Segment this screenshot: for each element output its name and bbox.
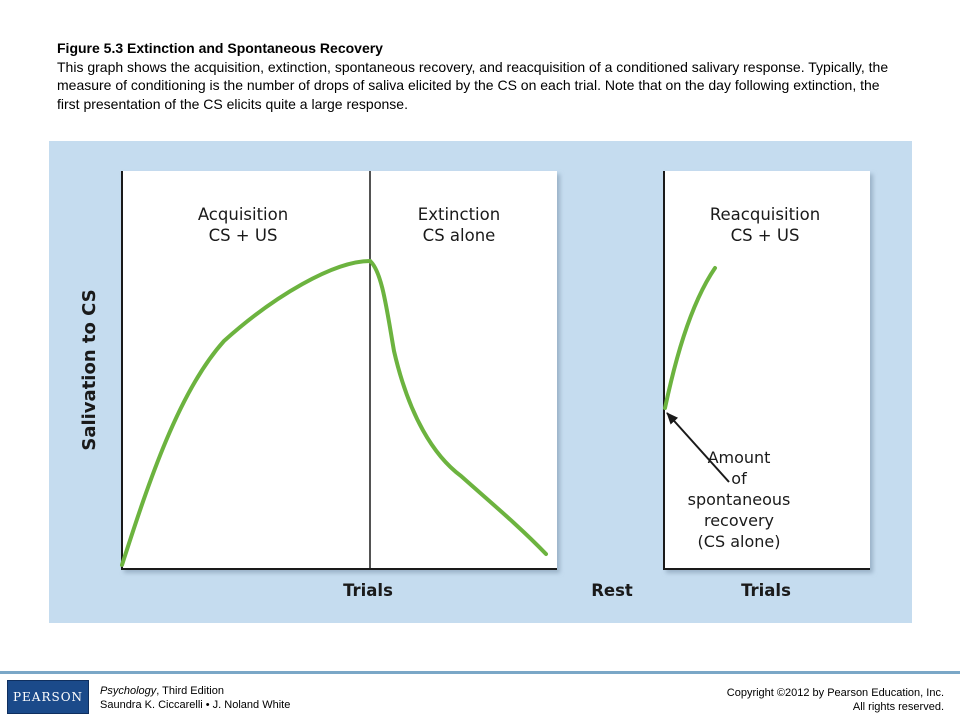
figure-description: This graph shows the acquisition, extinc…: [57, 58, 889, 112]
reacquisition-curve: [663, 266, 717, 410]
annotation-line-1: Amount: [708, 448, 771, 467]
reacquisition-heading: Reacquisition: [710, 205, 820, 224]
annotation-line-5: (CS alone): [698, 532, 781, 551]
conditioning-diagram: Salivation to CS Acquisition CS + US Ext…: [49, 141, 912, 623]
diagram-svg: Salivation to CS Acquisition CS + US Ext…: [49, 141, 912, 623]
acquisition-heading: Acquisition: [198, 205, 288, 224]
extinction-heading: Extinction: [418, 205, 500, 224]
book-title: Psychology: [100, 685, 157, 697]
annotation-line-4: recovery: [704, 511, 774, 530]
book-credit: Psychology, Third Edition Saundra K. Cic…: [100, 684, 290, 712]
book-title-row: Psychology, Third Edition: [100, 684, 290, 698]
spontaneous-recovery-arrow: [666, 412, 730, 483]
main-graph-panel: [121, 171, 557, 570]
acquisition-curve: [120, 259, 372, 567]
annotation-line-3: spontaneous: [688, 490, 791, 509]
x-label-rest: Rest: [591, 581, 633, 600]
figure-caption: Figure 5.3 Extinction and Spontaneous Re…: [57, 39, 902, 113]
extinction-curve: [368, 259, 548, 556]
x-label-trials-left: Trials: [343, 581, 393, 600]
reacquisition-panel: [663, 171, 870, 570]
copyright-line-2: All rights reserved.: [852, 701, 944, 713]
acquisition-subheading: CS + US: [209, 226, 278, 245]
reacquisition-subheading: CS + US: [731, 226, 800, 245]
extinction-subheading: CS alone: [423, 226, 496, 245]
figure-title: Figure 5.3 Extinction and Spontaneous Re…: [57, 40, 383, 56]
footer-divider: [0, 671, 960, 674]
x-label-trials-right: Trials: [741, 581, 791, 600]
book-edition: , Third Edition: [156, 685, 224, 697]
annotation-line-2: of: [731, 469, 747, 488]
logo-text: PEARSON: [12, 690, 84, 704]
book-authors: Saundra K. Ciccarelli • J. Noland White: [100, 699, 291, 711]
publisher-logo: PEARSON: [7, 680, 89, 714]
copyright-notice: Copyright ©2012 by Pearson Education, In…: [727, 686, 944, 714]
copyright-line-1: Copyright ©2012 by Pearson Education, In…: [726, 687, 944, 699]
y-axis-label: Salivation to CS: [79, 289, 100, 450]
